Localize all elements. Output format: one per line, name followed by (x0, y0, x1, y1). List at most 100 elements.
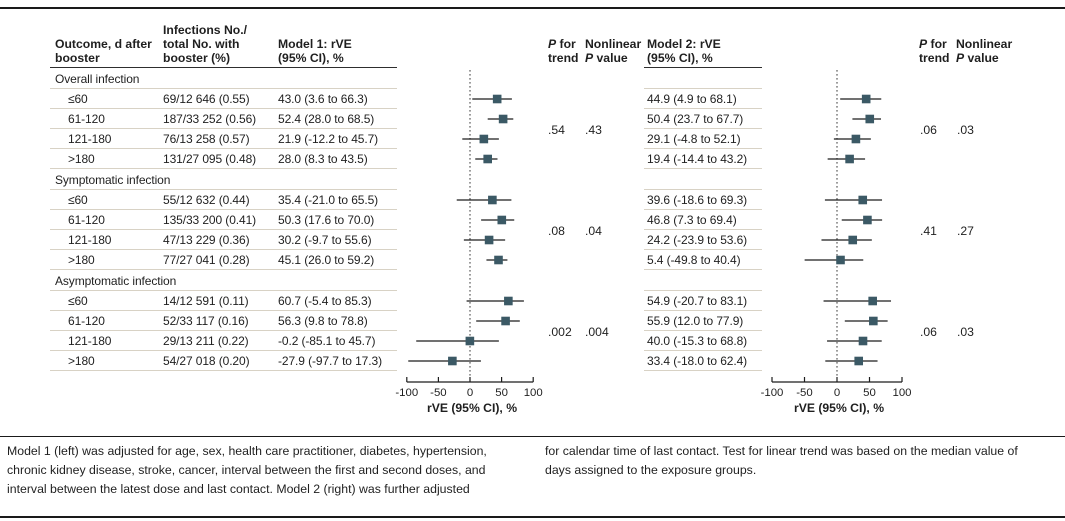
axis-title: rVE (95% CI), % (794, 401, 884, 415)
section-label: Overall infection (55, 72, 140, 86)
model1-ci-cell: 30.2 (-9.7 to 55.6) (278, 233, 372, 247)
model1-ci-cell: 56.3 (9.8 to 78.8) (278, 314, 368, 328)
row-rule (644, 229, 762, 230)
outcome-cell: 61-120 (68, 112, 105, 126)
ci-marker (865, 114, 875, 124)
outcome-cell: ≤60 (68, 193, 88, 207)
axis-tick-label: -100 (395, 387, 418, 399)
ci-marker (501, 316, 510, 326)
ci-marker (483, 154, 492, 164)
footnote-left-column: Model 1 (left) was adjusted for age, sex… (7, 444, 487, 496)
infections-cell: 135/33 200 (0.41) (163, 213, 257, 227)
row-rule (644, 330, 762, 331)
row-rule (644, 290, 762, 291)
infections-cell: 14/12 591 (0.11) (163, 294, 249, 308)
row-rule (644, 148, 762, 149)
p-nonlinear-value-model1: .43 (585, 123, 602, 137)
model2-ci-cell: 50.4 (23.7 to 67.7) (647, 112, 744, 126)
axis-tick-label: 0 (467, 387, 473, 399)
model2-ci-cell: 33.4 (-18.0 to 62.4) (647, 354, 748, 368)
model2-ci-cell: 5.4 (-49.8 to 40.4) (647, 253, 741, 267)
nonlinear-word: Nonlinear (585, 37, 642, 51)
ci-marker (497, 215, 507, 225)
model1-ci-cell: 52.4 (28.0 to 68.5) (278, 112, 375, 126)
footnote-right-column: for calendar time of last contact. Test … (545, 444, 1018, 477)
model2-ci-cell: 44.9 (4.9 to 68.1) (647, 92, 737, 106)
outcome-cell: ≤60 (68, 294, 88, 308)
col-header-model2: Model 2: rVE (95% CI), % (647, 37, 721, 65)
col-header-model1: Model 1: rVE (95% CI), % (278, 37, 352, 65)
outcome-cell: 121-180 (68, 132, 112, 146)
ci-marker (861, 94, 871, 104)
row-rule (644, 249, 762, 250)
ci-marker (858, 336, 868, 346)
model1-ci-cell: 21.9 (-12.2 to 45.7) (278, 132, 379, 146)
p-trend-value-model2: .06 (920, 123, 937, 137)
row-rule (50, 209, 397, 210)
forest-plot-model1: -100 -50 0 50 100 rVE (95% CI), % (395, 70, 543, 415)
value-word: value (967, 50, 999, 65)
row-rule (50, 229, 397, 230)
model1-ci-cell: -0.2 (-85.1 to 45.7) (278, 334, 376, 348)
row-rule (644, 88, 762, 89)
nonlinear-word: Nonlinear (956, 37, 1013, 51)
infections-cell: 69/12 646 (0.55) (163, 92, 250, 106)
outcome-cell: ≤60 (68, 92, 88, 106)
model2-ci-cell: 29.1 (-4.8 to 52.1) (647, 132, 741, 146)
model1-ci-cell: 60.7 (-5.4 to 85.3) (278, 294, 372, 308)
p-italic: P (956, 50, 965, 65)
row-rule (50, 148, 397, 149)
ci-marker (854, 356, 864, 366)
col-header-p-trend-model2: P for trend (919, 37, 949, 66)
ci-marker (494, 255, 503, 265)
p-italic: P (919, 37, 928, 51)
row-rule (50, 108, 397, 109)
outcome-cell: 61-120 (68, 314, 105, 328)
for-word: for (559, 37, 576, 51)
axis-tick-label: 50 (863, 387, 876, 399)
model1-ci-cell: 35.4 (-21.0 to 65.5) (278, 193, 379, 207)
outcome-cell: >180 (68, 354, 95, 368)
model2-ci-cell: 46.8 (7.3 to 69.4) (647, 213, 737, 227)
model2-ci-cell: 19.4 (-14.4 to 43.2) (647, 152, 748, 166)
p-trend-value-model2: .41 (920, 224, 937, 238)
ci-marker (836, 255, 845, 265)
p-trend-value-model2: .06 (920, 325, 937, 339)
ci-marker (498, 114, 508, 124)
for-word: for (930, 37, 947, 51)
value-word: value (596, 50, 628, 65)
col-header-nonlinear-model1: Nonlinear P value (585, 37, 642, 66)
p-italic: P (585, 50, 594, 65)
outcome-cell: >180 (68, 152, 95, 166)
ci-marker (504, 296, 513, 306)
ci-marker (868, 296, 877, 306)
model2-ci-cell: 55.9 (12.0 to 77.9) (647, 314, 744, 328)
model1-ci-cell: 43.0 (3.6 to 66.3) (278, 92, 368, 106)
axis-tick-label: -50 (430, 387, 446, 399)
model2-ci-cell: 24.2 (-23.9 to 53.6) (647, 233, 748, 247)
p-nonlinear-value-model1: .04 (585, 224, 602, 238)
row-rule (644, 269, 762, 270)
p-nonlinear-value-model1: .004 (585, 325, 609, 339)
ci-marker (484, 235, 494, 245)
col-header-p-trend-model1: P for trend (548, 37, 579, 66)
ci-marker (863, 215, 872, 225)
header-rule-left-table (50, 67, 397, 68)
forest-plot-model2: -100 -50 0 50 100 rVE (95% CI), % (761, 70, 912, 415)
col-header-outcome: Outcome, d after booster (55, 37, 152, 65)
p-trend-value-model1: .002 (548, 325, 572, 339)
row-rule (50, 168, 397, 169)
bottom-rule (0, 516, 1065, 518)
infections-cell: 77/27 041 (0.28) (163, 253, 250, 267)
axis-tick-label: 100 (524, 387, 543, 399)
row-rule (50, 128, 397, 129)
row-rule (644, 108, 762, 109)
col-header-infections: Infections No./ total No. with booster (… (163, 23, 247, 65)
ci-marker (851, 134, 861, 144)
p-italic: P (548, 37, 557, 51)
model2-ci-cell: 39.6 (-18.6 to 69.3) (647, 193, 748, 207)
trend-word: trend (548, 50, 579, 65)
axis-tick-label: -100 (761, 387, 784, 399)
axis-tick-label: -50 (796, 387, 812, 399)
